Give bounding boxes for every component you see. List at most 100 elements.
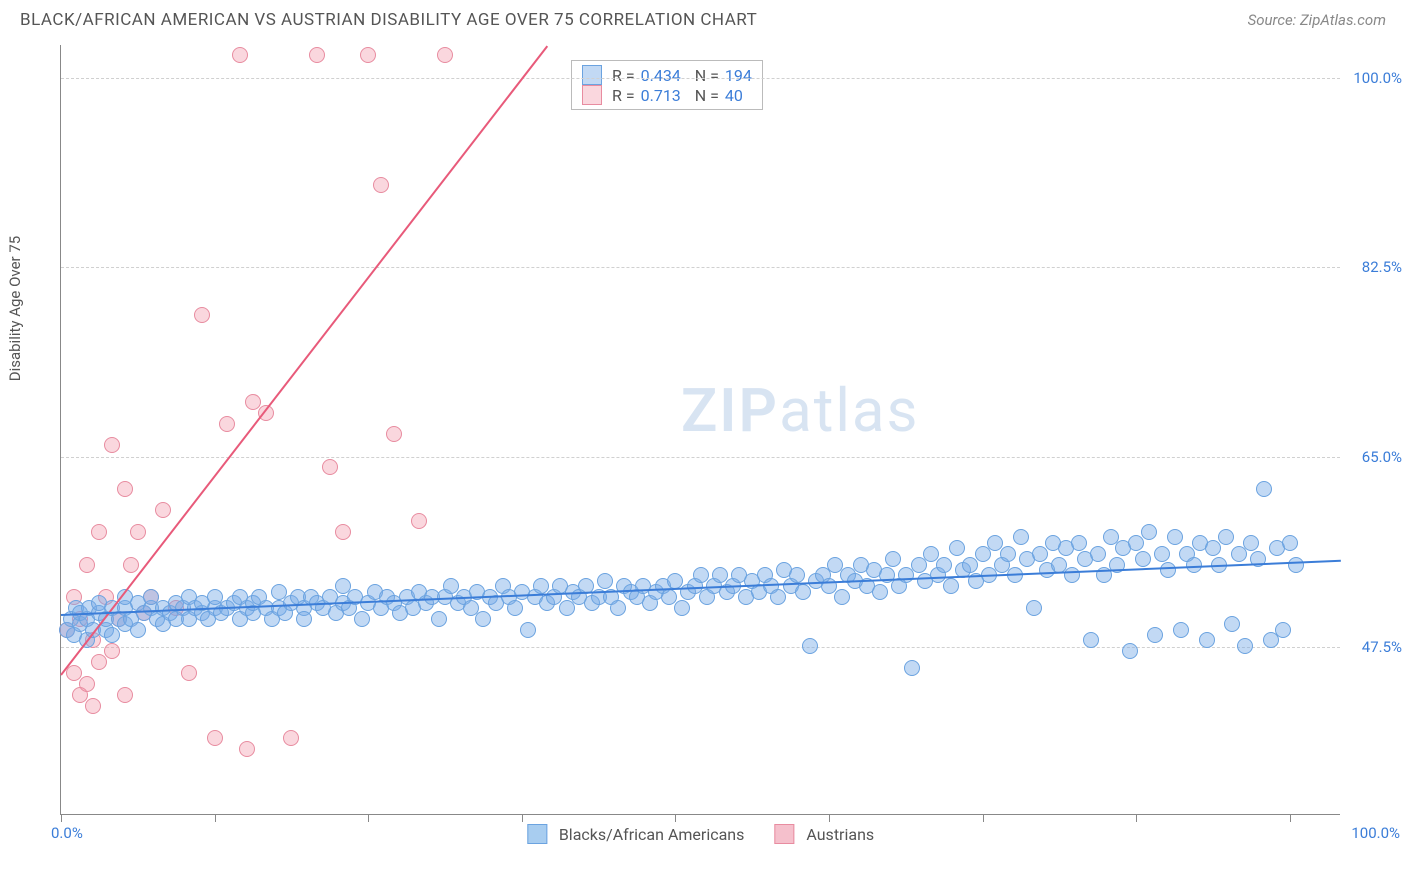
- gridline: [61, 457, 1340, 458]
- legend-label: Austrians: [806, 825, 874, 844]
- data-point: [104, 437, 120, 453]
- data-point: [155, 502, 171, 518]
- data-point: [117, 687, 133, 703]
- data-point: [1275, 622, 1291, 638]
- data-point: [207, 730, 223, 746]
- x-tick: [675, 814, 676, 822]
- data-point: [85, 698, 101, 714]
- gridline: [61, 647, 1340, 648]
- data-point: [885, 551, 901, 567]
- data-point: [674, 600, 690, 616]
- data-point: [117, 481, 133, 497]
- y-tick-label: 82.5%: [1362, 258, 1402, 276]
- data-point: [872, 584, 888, 600]
- data-point: [1083, 632, 1099, 648]
- data-point: [373, 177, 389, 193]
- data-point: [597, 573, 613, 589]
- data-point: [789, 567, 805, 583]
- data-point: [1026, 600, 1042, 616]
- data-point: [130, 524, 146, 540]
- data-point: [943, 578, 959, 594]
- data-point: [1000, 546, 1016, 562]
- data-point: [104, 627, 120, 643]
- data-point: [1122, 643, 1138, 659]
- plot-area: ZIPatlas R = 0.434 N = 194R = 0.713 N = …: [60, 45, 1340, 815]
- data-point: [1288, 557, 1304, 573]
- data-point: [1147, 627, 1163, 643]
- data-point: [1013, 529, 1029, 545]
- data-point: [834, 589, 850, 605]
- data-point: [949, 540, 965, 556]
- data-point: [360, 47, 376, 63]
- x-tick: [983, 814, 984, 822]
- gridline: [61, 267, 1340, 268]
- data-point: [507, 600, 523, 616]
- y-axis-label: Disability Age Over 75: [6, 236, 24, 381]
- swatch: [527, 824, 547, 844]
- swatch: [582, 65, 602, 85]
- data-point: [232, 47, 248, 63]
- data-point: [1160, 562, 1176, 578]
- x-min-label: 0.0%: [51, 824, 83, 842]
- data-point: [1205, 540, 1221, 556]
- legend-item: Austrians: [774, 824, 874, 844]
- data-point: [181, 665, 197, 681]
- stats-box: R = 0.434 N = 194R = 0.713 N = 40: [571, 60, 763, 110]
- data-point: [1218, 529, 1234, 545]
- data-point: [386, 426, 402, 442]
- data-point: [1237, 638, 1253, 654]
- n-value: 40: [725, 86, 743, 105]
- y-tick-label: 47.5%: [1362, 638, 1402, 656]
- data-point: [475, 611, 491, 627]
- data-point: [309, 47, 325, 63]
- legend: Blacks/African Americans Austrians: [527, 824, 874, 844]
- data-point: [936, 557, 952, 573]
- x-tick: [1290, 814, 1291, 822]
- swatch: [774, 824, 794, 844]
- data-point: [322, 459, 338, 475]
- data-point: [91, 654, 107, 670]
- data-point: [1224, 616, 1240, 632]
- n-value: 194: [725, 66, 752, 85]
- data-point: [239, 741, 255, 757]
- data-point: [1231, 546, 1247, 562]
- data-point: [79, 557, 95, 573]
- data-point: [1243, 535, 1259, 551]
- data-point: [335, 524, 351, 540]
- stats-row: R = 0.713 N = 40: [582, 85, 752, 105]
- data-point: [1186, 557, 1202, 573]
- source-label: Source: ZipAtlas.com: [1248, 11, 1386, 29]
- r-value: 0.434: [641, 66, 681, 85]
- data-point: [904, 660, 920, 676]
- data-point: [610, 600, 626, 616]
- data-point: [1154, 546, 1170, 562]
- data-point: [1032, 546, 1048, 562]
- swatch: [582, 85, 602, 105]
- r-value: 0.713: [641, 86, 681, 105]
- data-point: [431, 611, 447, 627]
- x-tick: [61, 814, 62, 822]
- x-tick: [522, 814, 523, 822]
- data-point: [1064, 567, 1080, 583]
- watermark: ZIPatlas: [681, 375, 920, 446]
- data-point: [104, 643, 120, 659]
- x-tick: [829, 814, 830, 822]
- chart-title: BLACK/AFRICAN AMERICAN VS AUSTRIAN DISAB…: [20, 10, 757, 30]
- data-point: [1090, 546, 1106, 562]
- data-point: [79, 676, 95, 692]
- data-point: [975, 546, 991, 562]
- legend-item: Blacks/African Americans: [527, 824, 745, 844]
- data-point: [520, 622, 536, 638]
- data-point: [559, 600, 575, 616]
- legend-label: Blacks/African Americans: [559, 825, 745, 844]
- data-point: [962, 557, 978, 573]
- data-point: [411, 513, 427, 529]
- data-point: [1263, 632, 1279, 648]
- data-point: [1199, 632, 1215, 648]
- data-point: [296, 611, 312, 627]
- data-point: [130, 622, 146, 638]
- data-point: [437, 47, 453, 63]
- data-point: [1256, 481, 1272, 497]
- data-point: [802, 638, 818, 654]
- y-tick-label: 100.0%: [1353, 69, 1402, 87]
